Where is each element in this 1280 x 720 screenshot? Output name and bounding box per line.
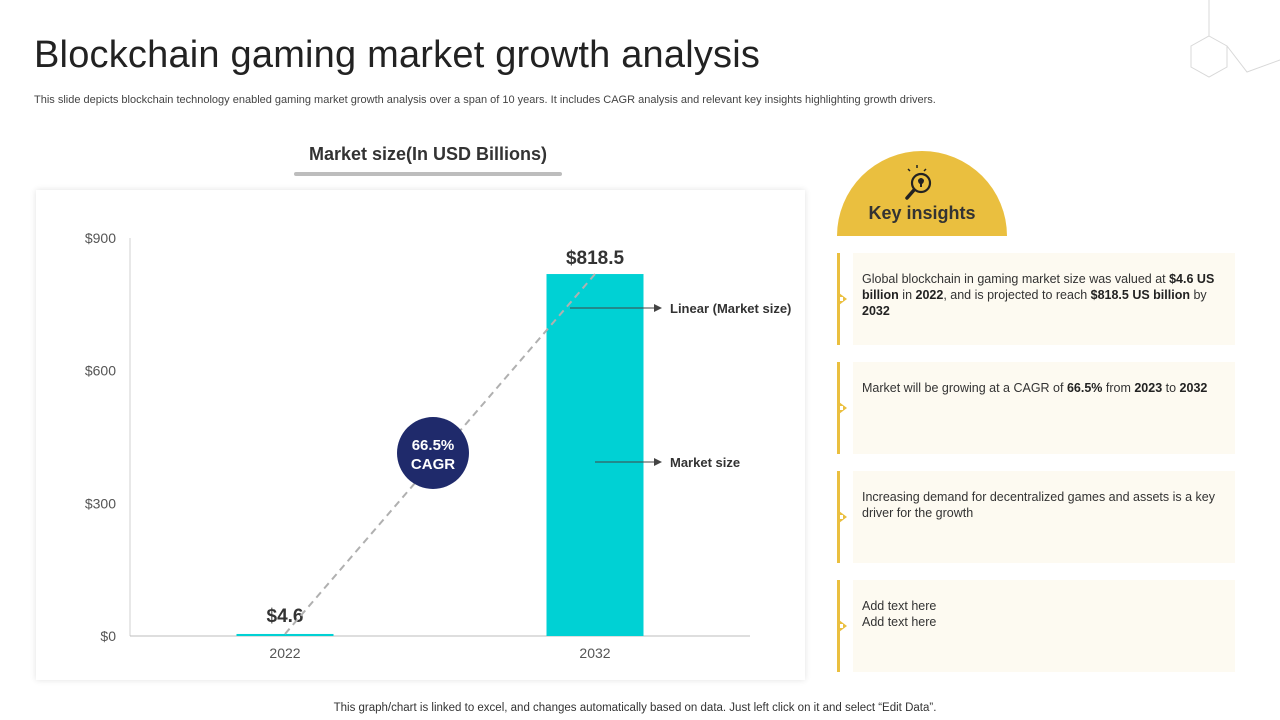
chevron-right-icon [839, 511, 847, 523]
market-size-chart[interactable]: $0 $300 $600 $900 2022 $4.6 2032 $818.5 Linear (… [36, 190, 805, 680]
insight-card-accent [837, 253, 840, 345]
insight-highlight: 2032 [862, 304, 890, 318]
insight-text: Global blockchain in gaming market size … [862, 272, 1170, 286]
callout-arrow-market [654, 458, 662, 466]
slide-title: Blockchain gaming market growth analysis [34, 34, 761, 76]
bar-2022 [236, 633, 334, 636]
insight-card: Market will be growing at a CAGR of 66.5… [837, 362, 1235, 454]
insight-text: in [898, 288, 916, 302]
insight-text: Increasing demand for decentralized game… [862, 490, 1215, 520]
y-tick-label: $900 [85, 230, 116, 246]
insight-card-accent [837, 580, 840, 672]
cagr-label: CAGR [411, 456, 455, 473]
insight-text: from [1102, 381, 1135, 395]
chart-panel[interactable]: $0 $300 $600 $900 2022 $4.6 2032 $818.5 Linear (… [36, 190, 805, 680]
callout-linear-label: Linear (Market size) [670, 301, 791, 316]
insight-card-text: Global blockchain in gaming market size … [853, 253, 1235, 345]
insight-card: Add text here Add text here [837, 580, 1235, 672]
cagr-value: 66.5% [412, 437, 455, 454]
insight-highlight: 2032 [1179, 381, 1208, 395]
chart-title-underline [294, 172, 562, 176]
insight-card: Increasing demand for decentralized game… [837, 471, 1235, 563]
insight-card-text: Add text here Add text here [853, 580, 1235, 672]
x-tick-label: 2032 [579, 645, 610, 661]
insight-card-accent [837, 362, 840, 454]
callout-market-label: Market size [670, 455, 740, 470]
insight-highlight: $818.5 US billion [1090, 288, 1190, 302]
data-label-2032: $818.5 [566, 248, 625, 269]
y-tick-label: $600 [85, 363, 116, 379]
insight-text: to [1162, 381, 1180, 395]
key-insights-title: Key insights [868, 203, 976, 223]
insight-highlight: $4.6 US billion [862, 272, 1215, 302]
bulb-magnifier-icon [905, 165, 932, 200]
slide-subtitle: This slide depicts blockchain technology… [34, 94, 936, 106]
insight-highlight: 2023 [1134, 381, 1163, 395]
key-insights-header: Key insights [837, 151, 1007, 236]
chart-title: Market size(In USD Billions) [308, 144, 548, 164]
insight-highlight: 2022 [915, 288, 944, 302]
chevron-right-icon [839, 402, 847, 414]
insight-text: by [1189, 288, 1207, 302]
data-label-2022: $4.6 [267, 606, 304, 627]
insight-text: Add text here [862, 615, 937, 629]
insight-card-text: Market will be growing at a CAGR of 66.5… [853, 362, 1235, 454]
insight-card-accent [837, 471, 840, 563]
insight-text: Add text here [862, 599, 937, 613]
hexagon-decoration-icon [1190, 0, 1280, 78]
y-tick-label: $0 [100, 628, 116, 644]
insight-highlight: 66.5% [1066, 381, 1103, 395]
callout-arrow-linear [654, 304, 662, 313]
chevron-right-icon [839, 293, 847, 305]
insight-text: Market will be growing at a CAGR of [862, 381, 1067, 395]
x-tick-label: 2022 [269, 645, 300, 661]
chevron-right-icon [839, 620, 847, 632]
bar-2032 [546, 274, 644, 636]
cagr-badge [397, 417, 469, 489]
insight-card: Global blockchain in gaming market size … [837, 253, 1235, 345]
y-tick-label: $300 [85, 495, 116, 511]
footer-note: This graph/chart is linked to excel, and… [333, 702, 937, 714]
insight-text: , and is projected to reach [943, 288, 1091, 302]
insight-card-text: Increasing demand for decentralized game… [853, 471, 1235, 563]
